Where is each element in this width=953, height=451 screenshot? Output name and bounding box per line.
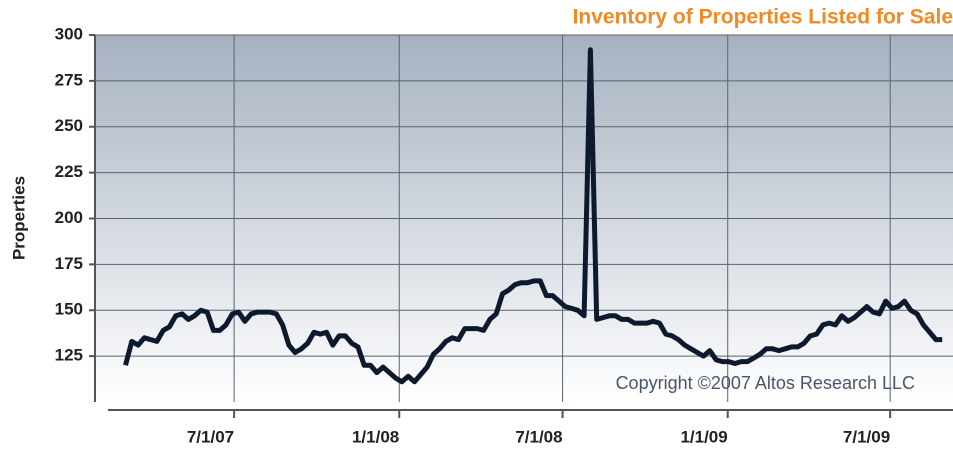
x-tick-label: 7/1/09 xyxy=(843,427,890,446)
x-tick-label: 7/1/08 xyxy=(515,427,562,446)
y-tick-label: 300 xyxy=(55,24,83,43)
y-tick-label: 150 xyxy=(55,300,83,319)
annotation: Copyright ©2007 Altos Research LLC xyxy=(616,373,915,393)
y-tick-label: 125 xyxy=(55,346,83,365)
chart-title: Inventory of Properties Listed for Sale xyxy=(573,6,953,29)
y-tick-label: 250 xyxy=(55,116,83,135)
y-tick-label: 225 xyxy=(55,162,83,181)
y-tick-label: 175 xyxy=(55,254,83,273)
line-series xyxy=(123,47,943,385)
y-axis-label: Properties xyxy=(9,176,28,260)
y-tick-label: 200 xyxy=(55,208,83,227)
x-tick-label: 1/1/08 xyxy=(352,427,399,446)
x-tick-label: 1/1/09 xyxy=(680,427,727,446)
y-tick-label: 275 xyxy=(55,70,83,89)
x-tick-label: 7/1/07 xyxy=(187,427,234,446)
